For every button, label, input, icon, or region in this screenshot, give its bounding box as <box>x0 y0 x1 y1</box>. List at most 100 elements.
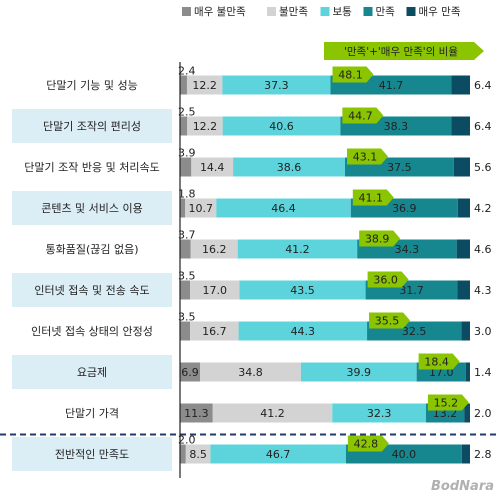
bar-segment <box>233 157 346 177</box>
bar-segment <box>451 116 470 136</box>
bar-segment <box>180 321 191 341</box>
category-highlight-bg <box>12 437 172 471</box>
data-label: 37.5 <box>387 161 412 174</box>
data-label: 38.6 <box>277 161 302 174</box>
bar-segment <box>200 362 301 382</box>
bar-segment <box>180 157 192 177</box>
data-label: 4.6 <box>474 243 492 256</box>
legend-label: 만족 <box>376 6 396 18</box>
category-highlight-bg <box>12 355 172 389</box>
bar-segment <box>180 75 187 95</box>
data-label: 3.5 <box>178 311 196 324</box>
bar-segment <box>451 75 470 95</box>
bar-segment <box>457 280 470 300</box>
category-label: 전반적인 만족도 <box>55 448 129 461</box>
combined-ratio-label: 42.8 <box>354 438 379 451</box>
combined-ratio-tag <box>352 189 394 206</box>
bar-segment <box>191 157 234 177</box>
data-label: 34.3 <box>395 243 420 256</box>
data-label: 4.2 <box>474 202 492 215</box>
data-label: 16.2 <box>202 243 227 256</box>
category-highlight-bg <box>12 191 172 225</box>
data-label: 1.4 <box>474 366 492 379</box>
data-label: 4.3 <box>474 284 492 297</box>
bar-segment <box>190 321 239 341</box>
combined-ratio-tag <box>359 230 401 247</box>
data-label: 11.3 <box>184 407 209 420</box>
data-label: 32.3 <box>367 407 392 420</box>
combined-ratio-label: 48.1 <box>338 69 363 82</box>
bar-segment <box>180 403 213 423</box>
data-label: 10.7 <box>188 202 213 215</box>
category-label: 단말기 가격 <box>65 407 119 420</box>
data-label: 34.8 <box>238 366 263 379</box>
data-label: 3.5 <box>178 270 196 283</box>
bar-segment <box>456 239 470 259</box>
legend-label: 매우 만족 <box>419 6 461 18</box>
data-label: 36.9 <box>392 202 417 215</box>
data-label: 3.9 <box>178 147 196 160</box>
data-label: 14.4 <box>200 161 225 174</box>
bar-segment <box>461 444 470 464</box>
data-label: 41.2 <box>285 243 310 256</box>
category-label: 통화품질(끊김 없음) <box>45 243 138 256</box>
bar-segment <box>222 116 341 136</box>
legend-swatch <box>363 7 373 16</box>
combined-ratio-label: 35.5 <box>375 315 400 328</box>
bar-segment <box>180 444 186 464</box>
bar-segment <box>186 75 223 95</box>
category-label: 단말기 조작의 편리성 <box>43 120 141 133</box>
bar-segment <box>332 403 426 423</box>
data-label: 46.4 <box>271 202 296 215</box>
bar-segment <box>180 239 191 259</box>
data-label: 32.5 <box>402 325 427 338</box>
data-label: 2.0 <box>178 434 196 447</box>
bar-segment <box>185 198 217 218</box>
chart-legend: 매우 불만족 불만족 보통 만족 매우 만족 <box>182 6 461 18</box>
legend-swatch <box>267 7 276 16</box>
combined-ratio-tag <box>342 107 384 124</box>
data-label: 38.3 <box>384 120 409 133</box>
combined-ratio-label: 43.1 <box>353 151 378 164</box>
data-label: 40.0 <box>392 448 417 461</box>
bar-segment <box>457 198 470 218</box>
bar-segment <box>190 239 238 259</box>
bar-segment <box>210 444 346 464</box>
combined-ratio-tag <box>418 353 460 370</box>
category-label: 인터넷 접속 상태의 안정성 <box>31 325 153 338</box>
combined-ratio-label: 15.2 <box>434 397 459 410</box>
legend-label: 불만족 <box>279 6 308 18</box>
bar-segment <box>238 321 368 341</box>
combined-ratio-label: 44.7 <box>348 110 373 123</box>
combined-ratio-label: 36.0 <box>373 274 398 287</box>
combined-ratio-tag <box>347 148 389 165</box>
bar-segment <box>212 403 333 423</box>
data-label: 3.0 <box>474 325 492 338</box>
data-label: 40.6 <box>269 120 294 133</box>
legend-label: 매우 불만족 <box>194 6 246 18</box>
data-label: 31.7 <box>399 284 424 297</box>
data-label: 41.7 <box>379 79 404 92</box>
data-label: 37.3 <box>264 79 289 92</box>
combined-ratio-tag <box>369 312 411 329</box>
data-label: 2.5 <box>178 106 196 119</box>
legend-label: 보통 <box>333 6 353 18</box>
legend-swatch <box>182 7 191 16</box>
data-label: 12.2 <box>193 120 218 133</box>
data-label: 2.0 <box>474 407 492 420</box>
data-label: 5.6 <box>474 161 492 174</box>
bar-segment <box>185 444 211 464</box>
data-label: 6.4 <box>474 120 492 133</box>
legend-swatch <box>320 7 330 16</box>
legend-swatch <box>406 7 416 16</box>
data-label: 16.7 <box>202 325 227 338</box>
combined-ratio-tag <box>367 271 409 288</box>
combined-ratio-label: 38.9 <box>365 233 390 246</box>
combined-ratio-header-label: '만족'+'매우 만족'의 비율 <box>344 46 458 58</box>
data-label: 46.7 <box>266 448 291 461</box>
category-label: 요금제 <box>77 366 107 379</box>
data-label: 41.2 <box>260 407 285 420</box>
data-label: 17.0 <box>203 284 228 297</box>
combined-ratio-tag <box>427 394 469 411</box>
category-label: 콘텐츠 및 서비스 이용 <box>41 202 143 215</box>
